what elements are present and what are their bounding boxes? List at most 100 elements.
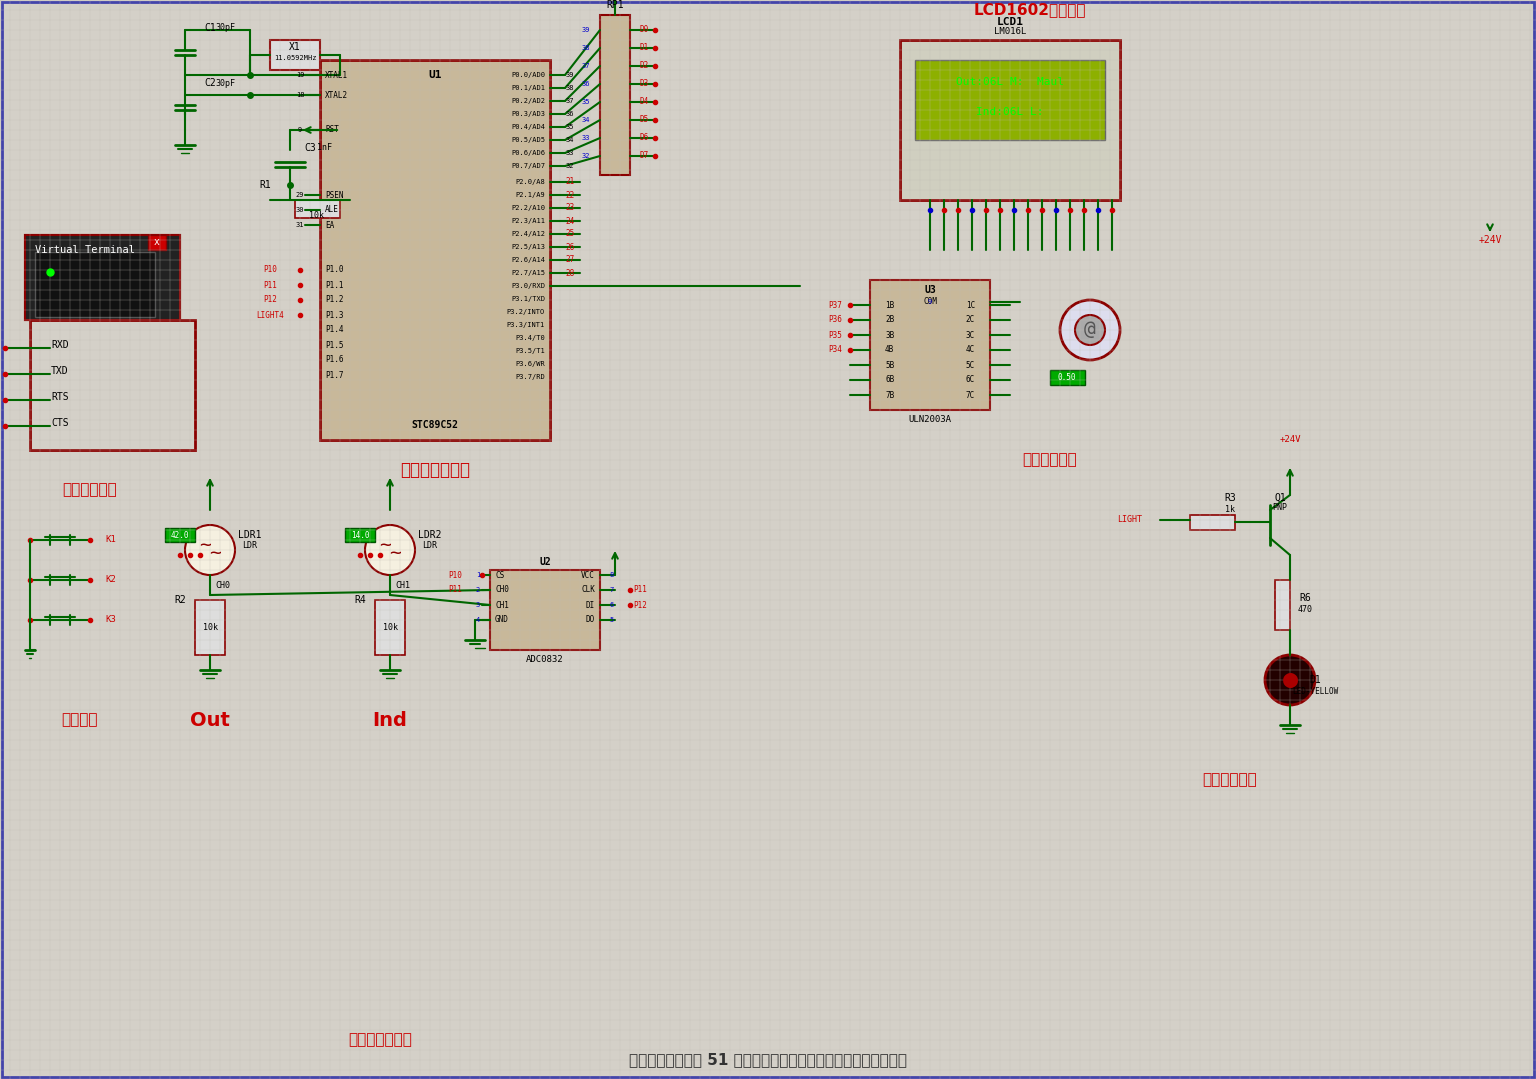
Text: CH1: CH1	[395, 581, 410, 589]
Text: RST: RST	[326, 125, 339, 135]
Text: 42.0: 42.0	[170, 531, 189, 540]
Bar	[25, 235, 180, 320]
Text: Out: Out	[190, 710, 230, 729]
Bar	[195, 600, 224, 655]
Text: X1: X1	[289, 42, 301, 52]
Text: D6: D6	[641, 134, 650, 142]
Circle shape	[1266, 655, 1315, 705]
Text: K3: K3	[104, 615, 115, 625]
Text: Q1: Q1	[1275, 493, 1286, 503]
Text: 7: 7	[610, 587, 614, 593]
Text: P1.6: P1.6	[326, 355, 344, 365]
Text: 38: 38	[565, 85, 574, 91]
Text: P2.3/A11: P2.3/A11	[511, 218, 545, 224]
Text: 36: 36	[582, 81, 590, 87]
Text: P1.7: P1.7	[326, 370, 344, 380]
Text: 35: 35	[565, 124, 574, 129]
Bar	[164, 528, 195, 542]
Text: LDR: LDR	[422, 541, 438, 549]
Text: LDR1: LDR1	[238, 530, 261, 540]
Text: CH0: CH0	[495, 586, 508, 595]
Text: P2.0/A8: P2.0/A8	[515, 179, 545, 185]
Bar	[35, 252, 155, 317]
Text: 单片机最小系统: 单片机最小系统	[399, 461, 470, 479]
Bar	[869, 279, 991, 410]
Text: DI: DI	[585, 601, 594, 610]
Bar	[490, 570, 601, 650]
Text: 步进电机电路: 步进电机电路	[1023, 452, 1077, 467]
Text: CTS: CTS	[51, 418, 69, 428]
Text: LED-YELLOW: LED-YELLOW	[1292, 687, 1338, 697]
Text: R6: R6	[1299, 593, 1310, 603]
Text: P11: P11	[263, 281, 276, 289]
Text: P0.7/AD7: P0.7/AD7	[511, 163, 545, 169]
Bar	[147, 235, 166, 250]
Text: 1C: 1C	[966, 300, 975, 310]
Text: 3C: 3C	[966, 330, 975, 340]
Text: Out:06L M:  Maul: Out:06L M: Maul	[955, 77, 1064, 87]
Text: P34: P34	[828, 345, 842, 355]
Circle shape	[1075, 315, 1104, 345]
Text: PNP: PNP	[1272, 504, 1287, 513]
Text: P2.6/A14: P2.6/A14	[511, 257, 545, 263]
Text: P2.4/A12: P2.4/A12	[511, 231, 545, 237]
Text: VCC: VCC	[581, 571, 594, 579]
Text: CS: CS	[495, 571, 504, 579]
Text: x: x	[154, 237, 160, 247]
Text: 1nF: 1nF	[318, 144, 332, 152]
Text: P1.5: P1.5	[326, 341, 344, 350]
Text: 4: 4	[476, 617, 481, 623]
Text: ULN2003A: ULN2003A	[908, 415, 951, 424]
Text: ALE: ALE	[326, 205, 339, 215]
Text: R1: R1	[260, 180, 270, 190]
Text: P2.5/A13: P2.5/A13	[511, 244, 545, 250]
Bar	[1190, 515, 1235, 530]
Text: 0.50: 0.50	[1058, 372, 1077, 382]
Text: C2: C2	[204, 78, 217, 88]
Text: P0.4/AD4: P0.4/AD4	[511, 124, 545, 129]
Text: P0.2/AD2: P0.2/AD2	[511, 98, 545, 104]
Text: P3.7/RD: P3.7/RD	[515, 374, 545, 380]
Text: P2.7/A15: P2.7/A15	[511, 270, 545, 276]
Text: LM016L: LM016L	[994, 27, 1026, 37]
Bar	[375, 600, 406, 655]
Text: 36: 36	[565, 111, 574, 117]
Text: 独立按键: 独立按键	[61, 712, 98, 727]
Text: P3.0/RXD: P3.0/RXD	[511, 283, 545, 289]
Text: K2: K2	[104, 575, 115, 585]
Text: 33: 33	[565, 150, 574, 156]
Text: CH0: CH0	[215, 581, 230, 589]
Text: K1: K1	[104, 535, 115, 545]
Text: LCD1: LCD1	[997, 17, 1023, 27]
Text: Ind: Ind	[373, 710, 407, 729]
Text: LDR: LDR	[243, 541, 258, 549]
Text: 18: 18	[296, 92, 304, 98]
Bar	[295, 200, 339, 218]
Bar	[270, 40, 319, 70]
Text: 29: 29	[296, 192, 304, 199]
Text: 5B: 5B	[885, 360, 894, 369]
Text: D5: D5	[641, 115, 650, 124]
Text: 27: 27	[565, 256, 574, 264]
Text: ADC0832: ADC0832	[527, 656, 564, 665]
Text: P1.2: P1.2	[326, 296, 344, 304]
Text: ~: ~	[389, 545, 401, 563]
Bar	[45, 572, 75, 574]
Text: ~: ~	[379, 536, 390, 556]
Text: P37: P37	[828, 300, 842, 310]
Text: 9: 9	[928, 299, 932, 305]
Text: 22: 22	[565, 191, 574, 200]
Text: GND: GND	[495, 615, 508, 625]
Text: P0.6/AD6: P0.6/AD6	[511, 150, 545, 156]
Text: 7C: 7C	[966, 391, 975, 399]
Text: P10: P10	[263, 265, 276, 274]
Text: P3.6/WR: P3.6/WR	[515, 361, 545, 367]
Bar	[25, 235, 180, 320]
Text: P0.1/AD1: P0.1/AD1	[511, 85, 545, 91]
Text: P0.5/AD5: P0.5/AD5	[511, 137, 545, 144]
Text: 31: 31	[296, 222, 304, 228]
Text: +24V: +24V	[1279, 436, 1301, 445]
Text: LIGHT: LIGHT	[1118, 516, 1143, 524]
Text: 25: 25	[565, 230, 574, 238]
Text: 470: 470	[1298, 605, 1312, 615]
